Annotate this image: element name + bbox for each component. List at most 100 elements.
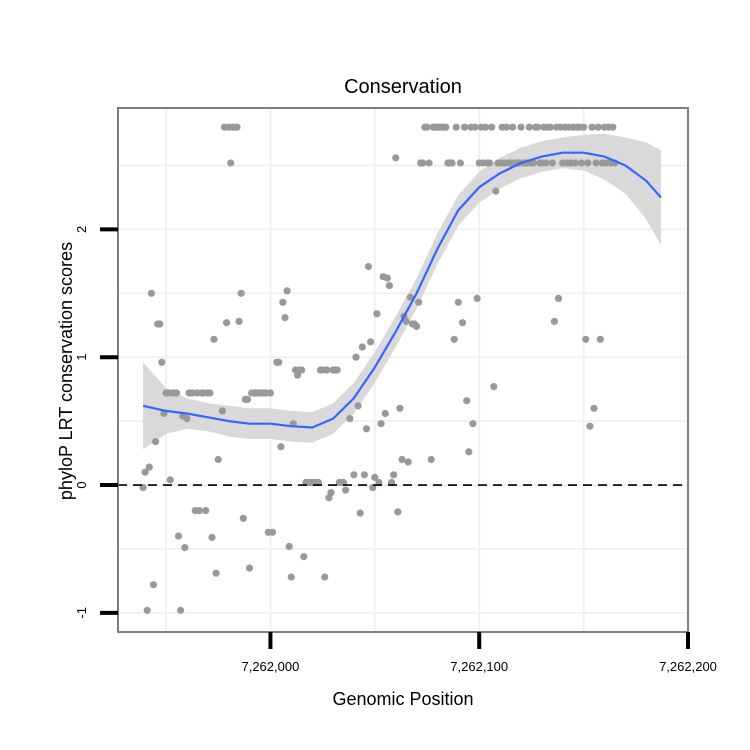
data-point [323, 366, 331, 374]
data-point [352, 353, 360, 361]
plot-panel [117, 107, 689, 633]
data-point [214, 455, 222, 464]
data-point [529, 159, 538, 167]
data-point [450, 335, 458, 343]
data-point [227, 159, 235, 167]
data-point [596, 335, 604, 343]
data-point [245, 564, 254, 572]
data-point [396, 404, 404, 412]
chart-title: Conservation [344, 76, 462, 98]
x-tick-label: 7,262,100 [450, 659, 508, 674]
data-point [285, 542, 293, 551]
data-point [594, 123, 602, 131]
data-point [419, 159, 427, 167]
data-point [362, 425, 371, 433]
data-point [534, 123, 542, 131]
data-point [277, 443, 285, 451]
x-axis: 7,262,000 7,262,100 7,262,200 [241, 632, 717, 674]
data-point [152, 438, 160, 446]
data-point [548, 159, 556, 167]
data-point [390, 471, 398, 479]
data-point [172, 389, 181, 397]
data-point [473, 294, 481, 302]
x-tick-label: 7,262,200 [659, 659, 717, 674]
data-point [469, 420, 477, 428]
data-point [398, 455, 406, 464]
x-tick-label: 7,262,000 [241, 659, 299, 674]
data-point [461, 123, 469, 131]
data-point [235, 317, 243, 325]
data-point [300, 553, 308, 561]
data-point [425, 159, 433, 167]
data-point [508, 123, 517, 131]
data-point [442, 123, 450, 131]
data-point [208, 533, 216, 542]
data-point [406, 293, 414, 301]
data-point [404, 458, 412, 466]
data-point [223, 319, 231, 327]
smooth-line [142, 151, 662, 429]
data-point [149, 581, 158, 589]
data-point [158, 358, 166, 366]
data-point [268, 528, 277, 536]
data-point [333, 366, 341, 374]
data-point [237, 289, 245, 297]
data-point [463, 397, 471, 405]
data-point [239, 514, 247, 522]
data-point [381, 409, 389, 418]
data-point [525, 123, 533, 131]
data-point [275, 358, 283, 366]
data-point [147, 289, 155, 297]
data-point [465, 448, 473, 456]
data-point [577, 159, 586, 167]
x-axis-label: Genomic Position [332, 689, 473, 709]
data-point [582, 335, 590, 343]
data-point [377, 420, 385, 428]
data-point [156, 320, 164, 328]
data-point [327, 489, 335, 497]
data-point [609, 123, 617, 131]
data-point [590, 404, 598, 412]
grid-lines [118, 108, 689, 632]
data-point [233, 123, 241, 131]
data-point [143, 606, 151, 614]
data-point [550, 317, 559, 325]
data-point [287, 573, 295, 581]
data-point [580, 123, 588, 131]
data-point [354, 402, 362, 410]
data-point [584, 159, 592, 167]
data-point [554, 294, 563, 302]
data-point [212, 569, 220, 577]
data-point [358, 343, 366, 351]
data-point [458, 319, 467, 327]
data-point [413, 322, 421, 331]
data-point [385, 282, 393, 290]
data-point [427, 455, 435, 464]
data-point [471, 123, 479, 131]
data-point [283, 287, 291, 295]
data-point [166, 476, 174, 484]
data-point [206, 389, 214, 397]
data-point [298, 366, 306, 374]
data-point [346, 415, 354, 423]
data-point [542, 159, 550, 167]
smooth-line-layer [142, 151, 662, 429]
data-point [502, 123, 510, 131]
data-point [145, 463, 153, 471]
data-point [454, 298, 462, 306]
data-point [360, 471, 368, 479]
data-point [488, 123, 496, 131]
data-point [321, 573, 329, 581]
y-tick-label: -1 [74, 607, 89, 619]
data-point [356, 509, 364, 517]
data-point [266, 389, 274, 397]
data-points [139, 123, 619, 614]
y-tick-label: 2 [74, 226, 89, 233]
data-point [448, 159, 456, 167]
data-point [456, 159, 464, 167]
data-point [141, 468, 149, 476]
data-point [383, 274, 391, 282]
data-point [174, 532, 183, 540]
data-point [342, 486, 350, 494]
